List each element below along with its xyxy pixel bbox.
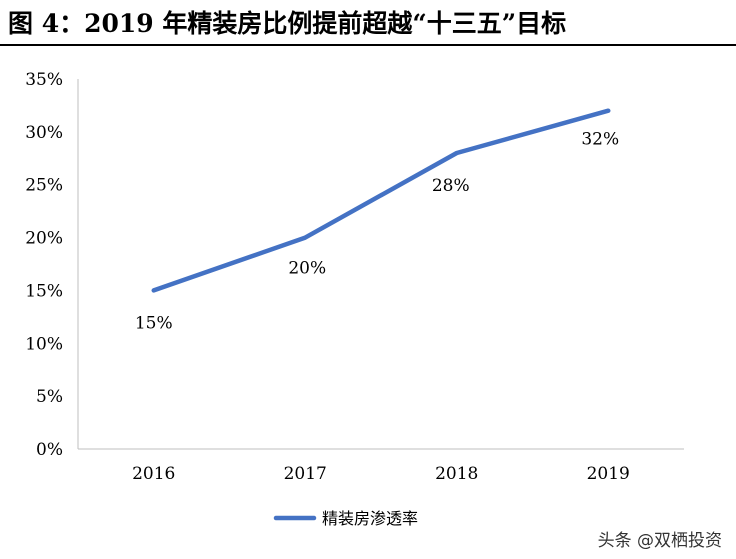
series-line [151, 108, 611, 293]
y-tick-label: 35% [25, 70, 63, 90]
y-tick-label: 20% [25, 229, 63, 249]
x-tick-label: 2017 [284, 464, 327, 484]
y-tick-label: 30% [25, 123, 63, 143]
page-title: 图 4：2019 年精装房比例提前超越“十三五”目标 [8, 9, 567, 38]
y-tick-label: 10% [25, 334, 63, 354]
data-label: 15% [135, 313, 173, 333]
y-tick-label: 25% [25, 176, 63, 196]
data-label: 20% [288, 259, 326, 279]
x-axis-ticks: 2016 2017 2018 2019 [132, 464, 630, 484]
chart-axes [77, 79, 684, 450]
x-tick-label: 2016 [132, 464, 175, 484]
y-tick-label: 5% [36, 387, 63, 407]
data-label: 32% [581, 130, 619, 150]
y-tick-label: 15% [25, 281, 63, 301]
data-labels: 15% 20% 28% 32% [135, 130, 619, 334]
title-bar: 图 4：2019 年精装房比例提前超越“十三五”目标 [0, 0, 736, 46]
y-axis-ticks: 0% 5% 10% 15% 20% 25% 30% 35% [25, 70, 63, 460]
x-tick-label: 2018 [435, 464, 478, 484]
legend-label: 精装房渗透率 [322, 509, 418, 528]
data-label: 28% [432, 176, 470, 196]
watermark-text: 头条 @双栖投资 [597, 531, 722, 551]
series-layer [151, 108, 611, 293]
x-tick-label: 2019 [587, 464, 630, 484]
legend: 精装房渗透率 [273, 509, 418, 528]
y-tick-label: 0% [36, 440, 63, 460]
